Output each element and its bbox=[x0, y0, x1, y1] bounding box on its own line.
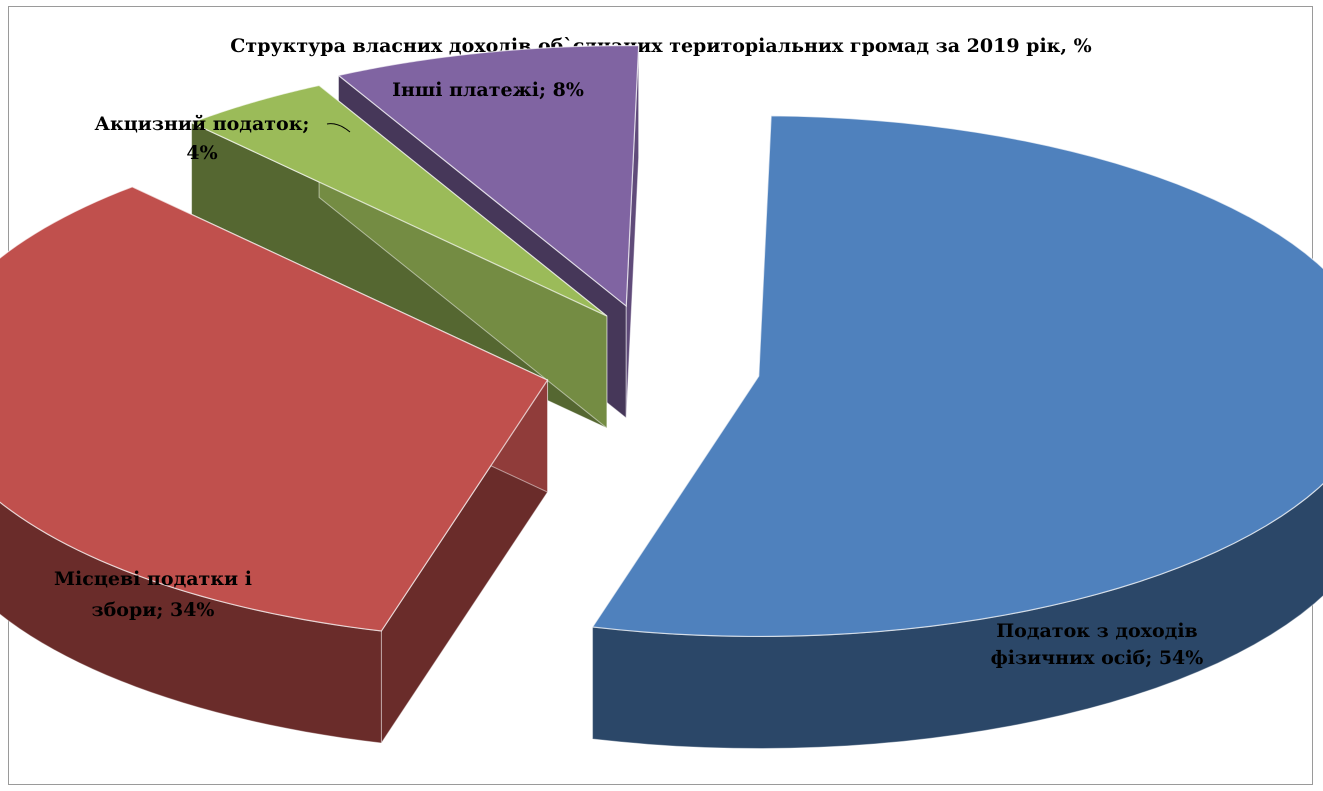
slice-2-top bbox=[190, 84, 608, 317]
slice-label-3: Інші платежі; 8% bbox=[392, 79, 584, 101]
slice-2 bbox=[190, 84, 608, 430]
slice-label-1-line-0: Місцеві податки і bbox=[54, 568, 252, 590]
labels-layer: Податок з доходів фізичних осіб; 54% Місце… bbox=[54, 79, 1203, 669]
slice-label-2: Акцизний податок; 4% bbox=[95, 113, 310, 164]
slice-label-1-line-1: збори; 34% bbox=[92, 599, 215, 621]
slice-label-1: Місцеві податки і збори; 34% bbox=[54, 568, 252, 621]
slice-label-0: Податок з доходів фізичних осіб; 54% bbox=[991, 620, 1204, 669]
slices-layer bbox=[0, 45, 1323, 749]
slice-0-top bbox=[591, 115, 1323, 638]
slice-1 bbox=[0, 185, 549, 745]
slice-1-top bbox=[0, 186, 549, 632]
slice-label-0-line-0: Податок з доходів bbox=[996, 620, 1198, 642]
leader-line bbox=[326, 123, 351, 133]
slice-label-0-line-1: фізичних осіб; 54% bbox=[991, 647, 1204, 669]
slice-label-2-line-1: 4% bbox=[186, 142, 217, 164]
slice-label-2-line-0: Акцизний податок; bbox=[95, 113, 310, 135]
slice-3-top bbox=[337, 45, 640, 308]
chart-title: Структура власних доходів об`єднаних тер… bbox=[230, 35, 1091, 57]
slice-0 bbox=[591, 115, 1323, 749]
slice-label-3-line-0: Інші платежі; 8% bbox=[392, 79, 584, 101]
